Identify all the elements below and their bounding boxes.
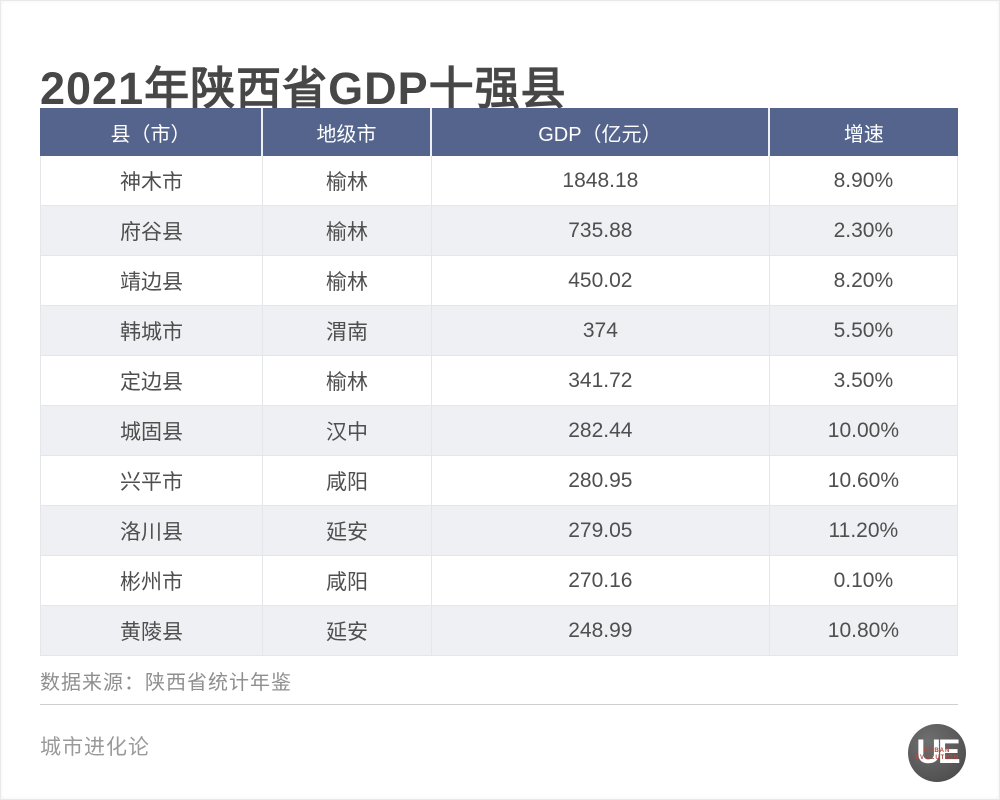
table-row: 洛川县 延安 279.05 11.20% <box>40 506 958 556</box>
table-row: 府谷县 榆林 735.88 2.30% <box>40 206 958 256</box>
column-header-county: 县（市） <box>40 108 264 156</box>
table-header-row: 县（市） 地级市 GDP（亿元） 增速 <box>40 108 958 156</box>
cell-gdp: 735.88 <box>431 206 770 256</box>
cell-growth: 5.50% <box>769 306 958 356</box>
table-row: 城固县 汉中 282.44 10.00% <box>40 406 958 456</box>
cell-county: 定边县 <box>40 356 264 406</box>
cell-city: 榆林 <box>263 356 432 406</box>
brand-logo: UE URBAN EVOLUTION <box>908 724 966 782</box>
cell-county: 靖边县 <box>40 256 264 306</box>
cell-gdp: 279.05 <box>431 506 770 556</box>
page-title: 2021年陕西省GDP十强县 <box>40 63 567 115</box>
cell-growth: 8.90% <box>769 156 958 206</box>
logo-monogram: UE <box>916 733 960 771</box>
cell-gdp: 450.02 <box>431 256 770 306</box>
cell-growth: 8.20% <box>769 256 958 306</box>
cell-city: 咸阳 <box>263 456 432 506</box>
data-source-note: 数据来源：陕西省统计年鉴 <box>40 672 292 694</box>
cell-city: 渭南 <box>263 306 432 356</box>
cell-gdp: 374 <box>431 306 770 356</box>
table-row: 靖边县 榆林 450.02 8.20% <box>40 256 958 306</box>
footer-divider <box>40 704 958 705</box>
cell-county: 洛川县 <box>40 506 264 556</box>
column-header-growth: 增速 <box>769 108 958 156</box>
cell-city: 咸阳 <box>263 556 432 606</box>
table-row: 彬州市 咸阳 270.16 0.10% <box>40 556 958 606</box>
cell-gdp: 270.16 <box>431 556 770 606</box>
cell-county: 神木市 <box>40 156 264 206</box>
cell-growth: 2.30% <box>769 206 958 256</box>
cell-growth: 0.10% <box>769 556 958 606</box>
cell-growth: 10.80% <box>769 606 958 656</box>
cell-growth: 11.20% <box>769 506 958 556</box>
table-row: 韩城市 渭南 374 5.50% <box>40 306 958 356</box>
cell-county: 彬州市 <box>40 556 264 606</box>
brand-name: 城市进化论 <box>40 736 150 759</box>
cell-growth: 10.00% <box>769 406 958 456</box>
cell-county: 黄陵县 <box>40 606 264 656</box>
cell-gdp: 280.95 <box>431 456 770 506</box>
cell-growth: 3.50% <box>769 356 958 406</box>
table-row: 神木市 榆林 1848.18 8.90% <box>40 156 958 206</box>
cell-county: 韩城市 <box>40 306 264 356</box>
cell-gdp: 341.72 <box>431 356 770 406</box>
logo-subtext: URBAN EVOLUTION <box>908 748 966 762</box>
cell-growth: 10.60% <box>769 456 958 506</box>
column-header-gdp: GDP（亿元） <box>431 108 770 156</box>
gdp-top10-table: 县（市） 地级市 GDP（亿元） 增速 神木市 榆林 1848.18 8.90%… <box>40 108 958 656</box>
cell-city: 榆林 <box>263 156 432 206</box>
logo-subtext-line2: EVOLUTION <box>914 755 959 761</box>
cell-city: 榆林 <box>263 206 432 256</box>
cell-county: 兴平市 <box>40 456 264 506</box>
cell-city: 汉中 <box>263 406 432 456</box>
table-row: 定边县 榆林 341.72 3.50% <box>40 356 958 406</box>
cell-city: 延安 <box>263 606 432 656</box>
cell-gdp: 248.99 <box>431 606 770 656</box>
cell-county: 府谷县 <box>40 206 264 256</box>
table-row: 兴平市 咸阳 280.95 10.60% <box>40 456 958 506</box>
cell-gdp: 1848.18 <box>431 156 770 206</box>
table-row: 黄陵县 延安 248.99 10.80% <box>40 606 958 656</box>
column-header-city: 地级市 <box>263 108 432 156</box>
cell-gdp: 282.44 <box>431 406 770 456</box>
cell-city: 延安 <box>263 506 432 556</box>
cell-county: 城固县 <box>40 406 264 456</box>
table-header: 县（市） 地级市 GDP（亿元） 增速 <box>40 108 958 156</box>
cell-city: 榆林 <box>263 256 432 306</box>
logo-subtext-line1: URBAN <box>923 748 951 754</box>
